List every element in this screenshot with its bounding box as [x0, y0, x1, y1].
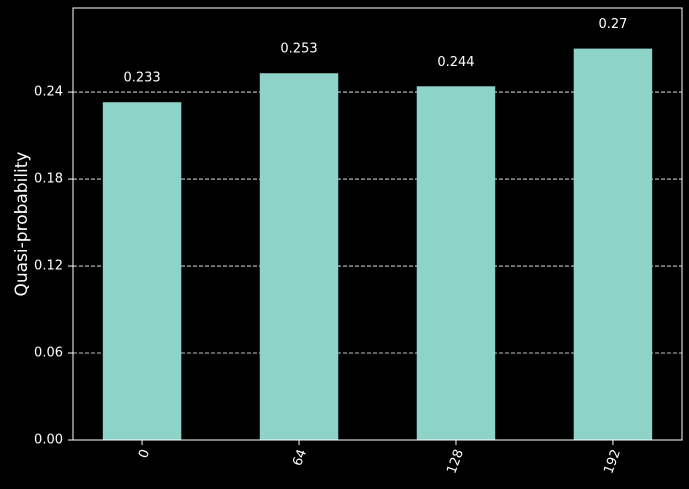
- plot-frame: [72, 7, 683, 441]
- bar: [102, 102, 182, 441]
- x-tick-label: 64: [290, 447, 310, 468]
- value-label: 0.253: [280, 42, 317, 57]
- value-label: 0.27: [598, 17, 627, 32]
- y-tick-label: 0.12: [34, 259, 63, 274]
- bar: [573, 48, 653, 440]
- y-tick-label: 0.00: [34, 433, 63, 448]
- y-tick-label: 0.06: [34, 346, 63, 361]
- y-tick-label: 0.24: [34, 85, 63, 100]
- value-label: 0.233: [123, 71, 160, 86]
- value-label: 0.244: [437, 55, 474, 70]
- bar: [259, 73, 339, 441]
- y-tick-label: 0.18: [34, 172, 63, 187]
- bar: [416, 86, 496, 441]
- y-axis-label: Quasi-probability: [12, 152, 32, 297]
